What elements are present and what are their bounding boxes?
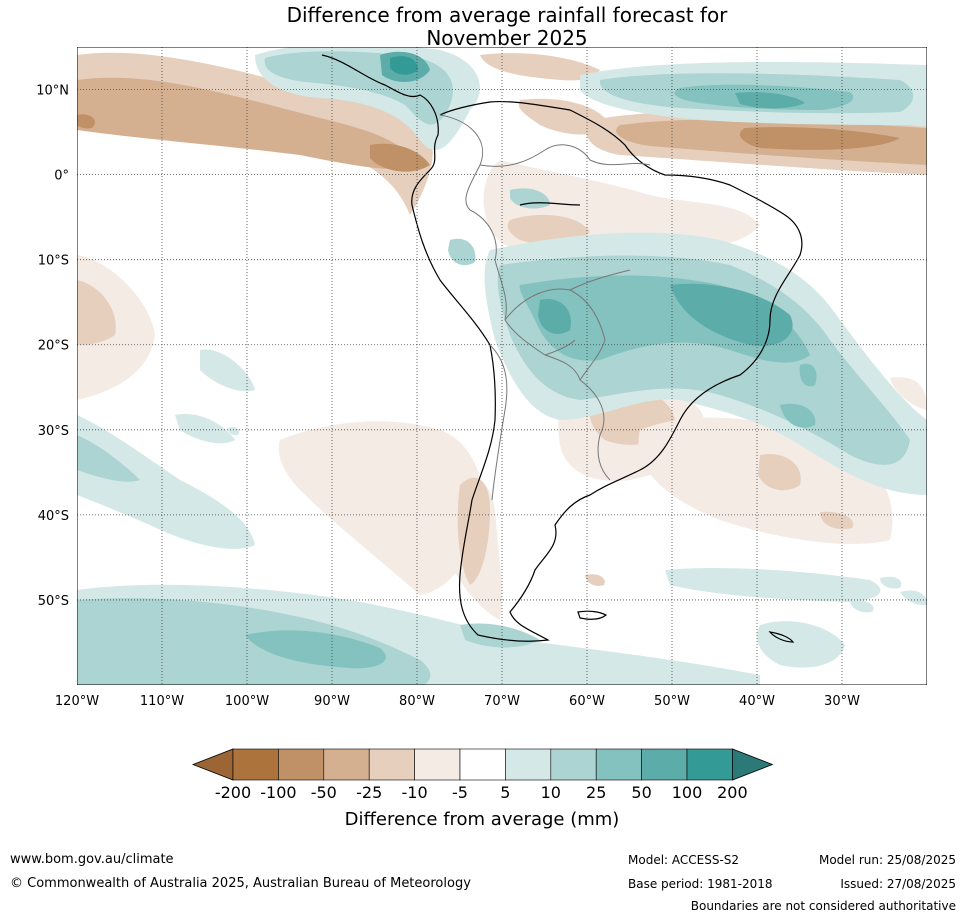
colorbar-box (323, 748, 370, 781)
colorbar-box (505, 748, 552, 781)
colorbar-label: 50 (631, 783, 651, 802)
colorbar-box (368, 748, 415, 781)
footer-disclaimer: Boundaries are not considered authoritat… (690, 899, 956, 913)
rainfall-map: 120°W 110°W 100°W 90°W 80°W 70°W 60°W 50°W 40°W 3… (36, 47, 927, 709)
lon-tick-label: 120°W (55, 694, 99, 709)
lon-tick-label: 100°W (225, 694, 269, 709)
colorbar-extend-high (732, 748, 774, 781)
lat-tick-label: 10°S (38, 254, 69, 269)
lat-tick-label: 0° (54, 169, 69, 184)
colorbar-labels: -200 -100 -50 -25 -10 -5 5 10 25 50 100 200 (215, 783, 748, 802)
colorbar-label: 100 (672, 783, 703, 802)
colorbar-label: -25 (356, 783, 382, 802)
lon-tick-label: 60°W (569, 694, 605, 709)
footer-model-run: Model run: 25/08/2025 (818, 853, 956, 867)
footer-issued: Issued: 27/08/2025 (840, 877, 956, 891)
colorbar-box (686, 748, 733, 781)
lon-tick-label: 40°W (739, 694, 775, 709)
lat-tick-label: 50°S (38, 594, 69, 609)
lat-tick-label: 20°S (38, 339, 69, 354)
country-borders (439, 114, 651, 501)
footer-base-period: Base period: 1981-2018 (628, 877, 773, 891)
lat-tick-label: 40°S (38, 509, 69, 524)
colorbar-label: 10 (541, 783, 561, 802)
chart-title: Difference from average rainfall forecas… (0, 4, 965, 50)
lat-tick-label: 30°S (38, 424, 69, 439)
colorbar-label: 200 (717, 783, 748, 802)
lon-tick-label: 80°W (399, 694, 435, 709)
colorbar-box (232, 748, 279, 781)
colorbar-label: -100 (260, 783, 296, 802)
colorbar-box (278, 748, 325, 781)
coastline (321, 54, 803, 643)
lat-tick-label: 10°N (36, 84, 69, 99)
colorbar-label: -200 (215, 783, 251, 802)
colorbar-box (641, 748, 688, 781)
colorbar-label: 5 (500, 783, 510, 802)
lon-tick-label: 70°W (484, 694, 520, 709)
axis-ticks: 120°W 110°W 100°W 90°W 80°W 70°W 60°W 50°W 40°W 3… (36, 84, 860, 709)
colorbar-label: -5 (452, 783, 468, 802)
title-line-1: Difference from average rainfall forecas… (286, 3, 728, 27)
colorbar-title: Difference from average (mm) (345, 809, 620, 830)
footer-model: Model: ACCESS-S2 (628, 853, 740, 867)
colorbar-box (550, 748, 597, 781)
colorbar-box (414, 748, 461, 781)
colorbar-label: -50 (311, 783, 337, 802)
colorbar-box (595, 748, 642, 781)
colorbar-label: -10 (402, 783, 428, 802)
lon-tick-label: 90°W (314, 694, 350, 709)
lon-tick-label: 50°W (654, 694, 690, 709)
colorbar-label: 25 (586, 783, 606, 802)
colorbar-box (459, 748, 506, 781)
lon-tick-label: 110°W (140, 694, 184, 709)
footer-copyright: © Commonwealth of Australia 2025, Austra… (10, 876, 471, 891)
gridlines (77, 47, 927, 685)
lon-tick-label: 30°W (824, 694, 860, 709)
colorbar-boxes (191, 748, 774, 781)
title-line-2: November 2025 (426, 26, 588, 50)
colorbar-extend-low (191, 748, 234, 781)
footer-url[interactable]: www.bom.gov.au/climate (10, 852, 174, 867)
